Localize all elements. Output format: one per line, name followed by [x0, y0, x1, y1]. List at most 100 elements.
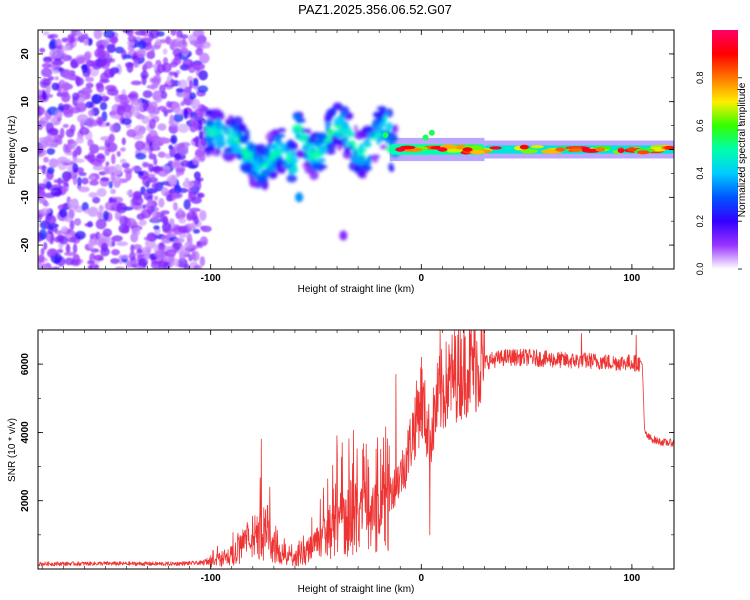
heatmap-cell: [182, 58, 194, 69]
heatmap-cell: [555, 147, 566, 152]
heatmap-cell: [148, 177, 158, 183]
heatmap-cell: [64, 171, 71, 183]
heatmap-cell: [277, 128, 286, 133]
heatmap-cell: [126, 258, 139, 265]
heatmap-cell: [171, 192, 183, 199]
heatmap-cell: [179, 34, 189, 39]
heatmap-cell: [343, 120, 349, 130]
heatmap-cell: [149, 111, 155, 119]
heatmap-cell: [57, 204, 69, 211]
heatmap-cell: [38, 140, 49, 149]
heatmap-cell: [42, 91, 47, 101]
heatmap-cell: [372, 111, 382, 118]
heatmap-cell: [305, 160, 311, 168]
heatmap-cell: [74, 230, 86, 240]
heatmap-cell: [663, 145, 674, 150]
heatmap-cell: [131, 196, 144, 206]
heatmap-ytick-label: 10: [20, 96, 31, 108]
heatmap-cell: [183, 108, 189, 120]
heatmap-cell: [177, 123, 190, 134]
heatmap-cell: [162, 226, 174, 234]
heatmap-cell: [100, 72, 109, 83]
heatmap-cell: [114, 211, 122, 220]
heatmap-cell: [519, 144, 529, 150]
heatmap-cell: [199, 52, 210, 64]
colorbar-label: Normalized spectral amplitude: [737, 82, 748, 217]
heatmap-cell: [150, 48, 155, 55]
heatmap-cell: [193, 264, 202, 269]
heatmap-cell: [158, 242, 165, 251]
heatmap-cell: [225, 128, 233, 138]
heatmap-cell: [45, 180, 52, 190]
colorbar-tick-label: 0.2: [695, 215, 705, 228]
heatmap-cell: [151, 182, 160, 189]
heatmap-cell: [193, 108, 204, 119]
heatmap-cell: [92, 161, 103, 167]
heatmap-cell: [240, 150, 247, 156]
heatmap-cell: [286, 174, 298, 183]
heatmap-cell: [179, 92, 190, 98]
heatmap-cell: [59, 79, 65, 86]
heatmap-cell: [177, 207, 183, 215]
heatmap-cell: [75, 56, 86, 64]
heatmap-cell: [116, 241, 129, 247]
heatmap-cell: [222, 152, 227, 159]
snr-xtick-label: 100: [624, 573, 641, 584]
heatmap-cell: [199, 209, 207, 221]
heatmap-cell: [69, 140, 78, 147]
heatmap-cell: [177, 39, 188, 49]
heatmap-cell: [61, 52, 68, 62]
heatmap-cell: [253, 156, 261, 164]
heatmap-cell: [96, 187, 107, 197]
heatmap-cell: [99, 101, 108, 111]
heatmap-cell: [180, 101, 186, 107]
heatmap-cell: [98, 44, 105, 49]
heatmap-cell: [57, 156, 69, 165]
heatmap-cell: [170, 78, 175, 84]
heatmap-cell: [104, 201, 114, 211]
heatmap-cell: [100, 136, 112, 141]
heatmap-cell: [362, 125, 373, 133]
heatmap-cell: [98, 204, 104, 212]
heatmap-cell: [249, 176, 254, 186]
heatmap-cell: [116, 202, 128, 214]
heatmap-cell: [98, 146, 109, 151]
heatmap-cell: [72, 162, 79, 173]
heatmap-cell: [122, 30, 132, 34]
heatmap-cell: [97, 210, 102, 220]
heatmap-cell: [51, 266, 60, 269]
heatmap-cell: [209, 150, 220, 156]
heatmap-cell: [165, 100, 172, 108]
heatmap-cell: [391, 125, 397, 133]
heatmap-cell: [173, 143, 184, 154]
heatmap-cell: [96, 116, 104, 126]
heatmap-cell: [307, 135, 317, 145]
heatmap-cell: [119, 158, 127, 164]
heatmap-cell: [205, 118, 215, 128]
heatmap-cell: [154, 92, 163, 103]
heatmap-cell: [73, 219, 82, 225]
heatmap-cell: [316, 132, 328, 140]
heatmap-cell: [470, 149, 485, 155]
heatmap-cell: [119, 215, 129, 226]
heatmap-cell: [191, 250, 200, 262]
heatmap-cell: [76, 113, 89, 124]
heatmap-xlabel: Height of straight line (km): [298, 284, 415, 295]
heatmap-cell: [87, 260, 95, 265]
heatmap-xtick-label: -100: [201, 273, 221, 284]
heatmap-cell: [123, 54, 132, 59]
heatmap-cell: [38, 147, 44, 155]
heatmap-cell: [79, 126, 90, 136]
heatmap-cell: [390, 133, 398, 141]
heatmap-ytick-label: -10: [20, 190, 31, 205]
heatmap-cell: [91, 60, 97, 66]
heatmap-cell: [130, 80, 142, 86]
heatmap-cell: [443, 148, 463, 153]
heatmap-cell: [173, 237, 185, 243]
heatmap-cell: [275, 133, 286, 138]
heatmap-cell: [161, 234, 173, 244]
heatmap-cell: [160, 91, 168, 99]
heatmap-cell: [194, 177, 204, 182]
heatmap-cell: [75, 136, 85, 144]
heatmap-cell: [108, 181, 113, 189]
